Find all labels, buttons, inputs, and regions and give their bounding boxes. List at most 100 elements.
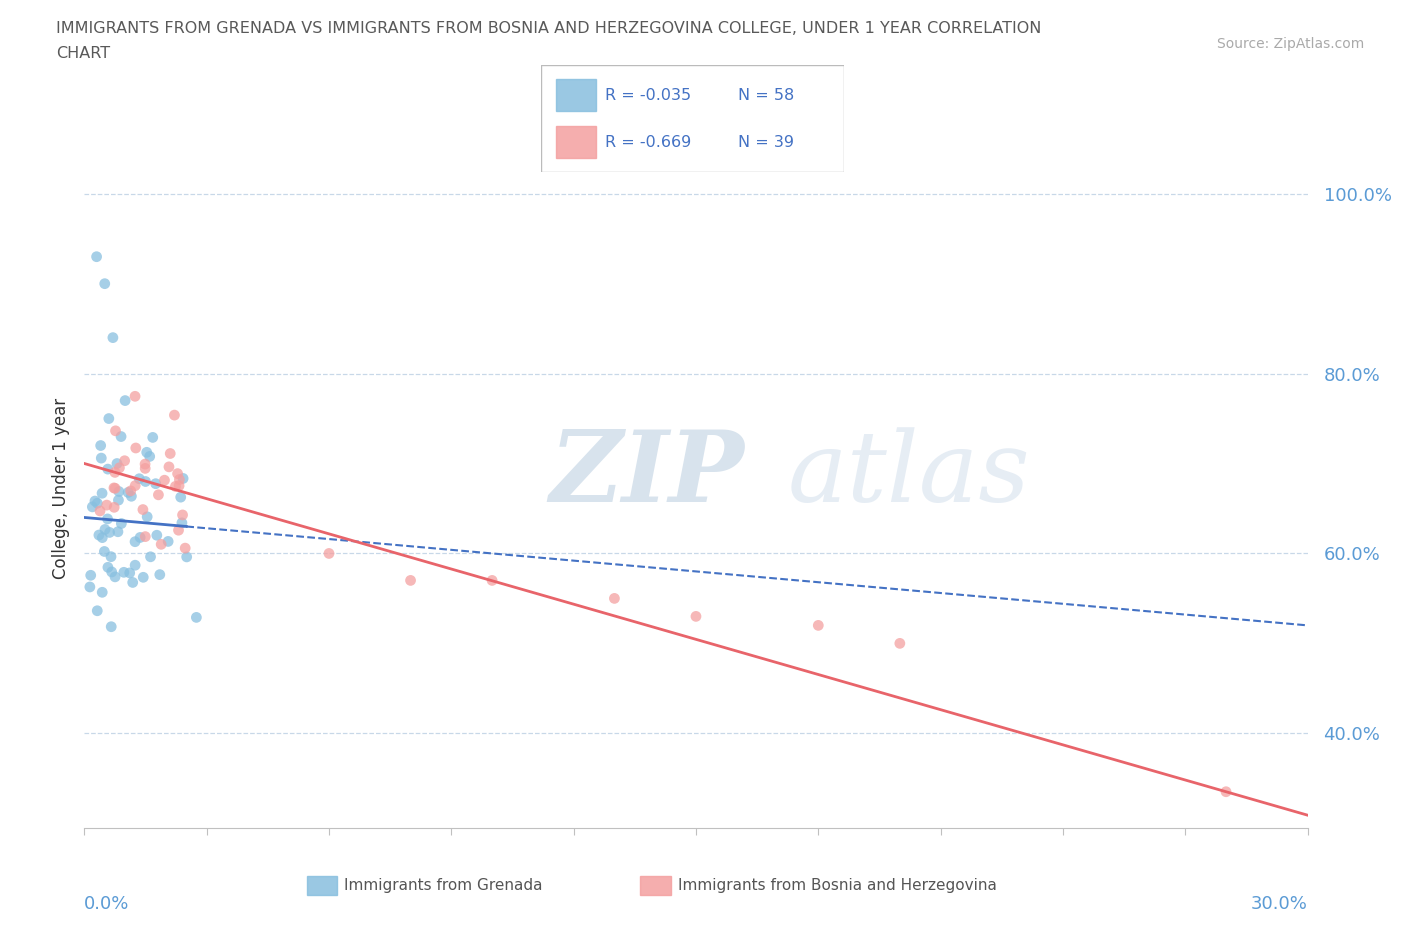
Point: [135, 445, 157, 459]
Point: [97, 461, 120, 476]
Point: [145, 476, 167, 491]
Point: [114, 393, 136, 408]
Point: [108, 485, 131, 499]
Point: [169, 472, 191, 487]
Point: [125, 441, 148, 456]
Point: [142, 430, 165, 445]
Point: [79, 579, 101, 594]
Point: [166, 466, 188, 481]
Point: [685, 609, 707, 624]
Point: [165, 479, 187, 494]
Point: [129, 530, 152, 545]
Text: ZIP: ZIP: [550, 427, 744, 523]
Point: [97, 411, 120, 426]
Point: [134, 529, 156, 544]
Point: [97, 560, 120, 575]
Text: Source: ZipAtlas.com: Source: ZipAtlas.com: [1216, 37, 1364, 51]
Point: [172, 508, 194, 523]
Point: [87, 527, 110, 542]
Point: [107, 493, 129, 508]
Point: [104, 423, 127, 438]
Point: [134, 457, 156, 472]
Point: [138, 449, 160, 464]
Point: [807, 618, 830, 632]
Point: [84, 494, 107, 509]
Point: [157, 459, 180, 474]
Text: R = -0.035: R = -0.035: [605, 87, 690, 102]
Point: [90, 438, 112, 453]
Point: [86, 249, 108, 264]
Point: [93, 544, 115, 559]
Point: [1215, 784, 1237, 799]
Point: [124, 534, 146, 549]
Point: [132, 502, 155, 517]
Point: [94, 522, 117, 537]
Point: [100, 565, 122, 579]
Y-axis label: College, Under 1 year: College, Under 1 year: [52, 398, 70, 578]
Point: [134, 461, 156, 476]
Point: [86, 496, 108, 511]
Point: [174, 540, 197, 555]
Point: [132, 570, 155, 585]
Point: [124, 478, 146, 493]
FancyBboxPatch shape: [541, 65, 844, 172]
Point: [105, 456, 128, 471]
Point: [107, 525, 129, 539]
Point: [104, 569, 127, 584]
Point: [163, 407, 186, 422]
Point: [103, 500, 125, 515]
Point: [889, 636, 911, 651]
Text: 30.0%: 30.0%: [1251, 896, 1308, 913]
Point: [167, 478, 190, 493]
Point: [101, 330, 124, 345]
Point: [176, 550, 198, 565]
Point: [481, 573, 503, 588]
Point: [149, 567, 172, 582]
Point: [103, 481, 125, 496]
Point: [128, 472, 150, 486]
Point: [118, 565, 141, 580]
Point: [110, 429, 132, 444]
Point: [124, 558, 146, 573]
Point: [96, 512, 118, 526]
Text: 0.0%: 0.0%: [84, 896, 129, 913]
Point: [110, 516, 132, 531]
Point: [167, 523, 190, 538]
Point: [96, 498, 118, 512]
Bar: [557, 126, 596, 158]
Text: N = 39: N = 39: [738, 135, 794, 150]
Point: [100, 619, 122, 634]
Point: [157, 534, 180, 549]
Point: [146, 528, 169, 543]
Point: [170, 515, 193, 530]
Point: [114, 453, 136, 468]
Point: [121, 575, 143, 590]
Point: [186, 610, 208, 625]
Point: [318, 546, 340, 561]
Text: IMMIGRANTS FROM GRENADA VS IMMIGRANTS FROM BOSNIA AND HERZEGOVINA COLLEGE, UNDER: IMMIGRANTS FROM GRENADA VS IMMIGRANTS FR…: [56, 21, 1042, 36]
Point: [120, 489, 142, 504]
Point: [100, 550, 122, 565]
Point: [104, 465, 127, 480]
Point: [98, 525, 121, 539]
Point: [86, 604, 108, 618]
Point: [108, 460, 131, 475]
Text: atlas: atlas: [787, 427, 1031, 523]
Point: [93, 276, 115, 291]
Point: [124, 389, 146, 404]
Point: [136, 510, 159, 525]
Point: [82, 499, 104, 514]
Point: [172, 471, 194, 485]
Point: [120, 484, 142, 498]
Point: [159, 446, 181, 461]
Point: [91, 485, 114, 500]
Text: N = 58: N = 58: [738, 87, 794, 102]
Point: [399, 573, 422, 588]
Point: [150, 537, 173, 551]
Text: Immigrants from Grenada: Immigrants from Grenada: [344, 878, 543, 893]
Point: [135, 474, 157, 489]
Point: [148, 487, 170, 502]
Point: [112, 565, 135, 579]
Text: CHART: CHART: [56, 46, 110, 61]
Point: [117, 485, 139, 499]
